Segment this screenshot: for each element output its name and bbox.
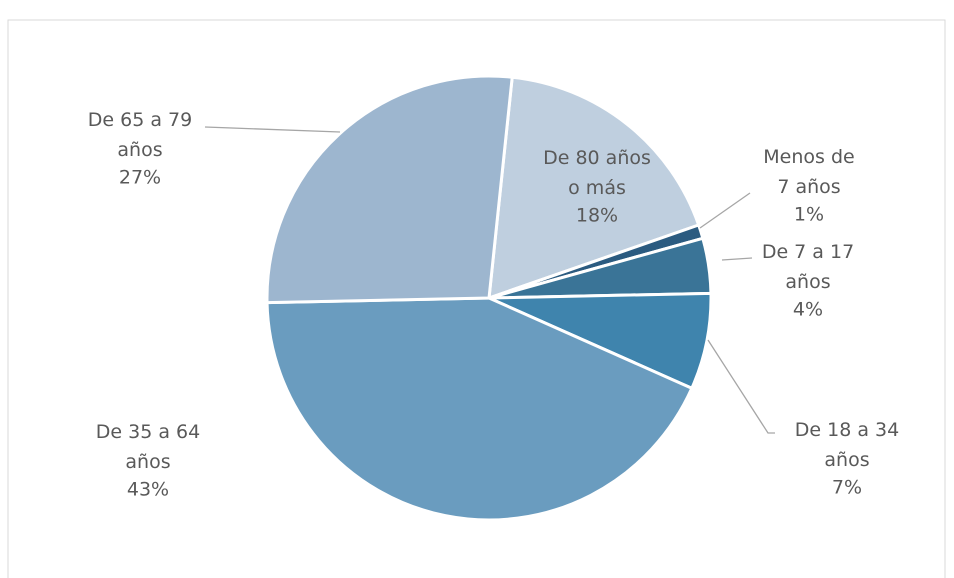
chart-frame [7,19,946,578]
slice-label: De 65 a 79 años [88,109,192,161]
value-label: 1% [794,204,824,226]
leader-line [707,339,775,434]
slice-label: De 80 años o más [543,147,651,199]
slice-label: De 35 a 64 años [96,421,200,473]
leader-line [699,192,751,229]
slice-label: De 7 a 17 años [762,241,854,293]
pie [265,74,713,522]
leader-line [721,257,753,261]
value-label: 4% [793,299,823,321]
value-label: 27% [119,167,161,189]
value-label: 43% [127,479,169,501]
pie-slice [265,74,514,305]
leader-line [204,126,341,133]
slice-label: Menos de 7 años [763,146,854,198]
value-label: 18% [576,205,618,227]
slice-label: De 18 a 34 años [795,419,899,471]
pie-slice [265,296,694,522]
value-label: 7% [832,477,862,499]
